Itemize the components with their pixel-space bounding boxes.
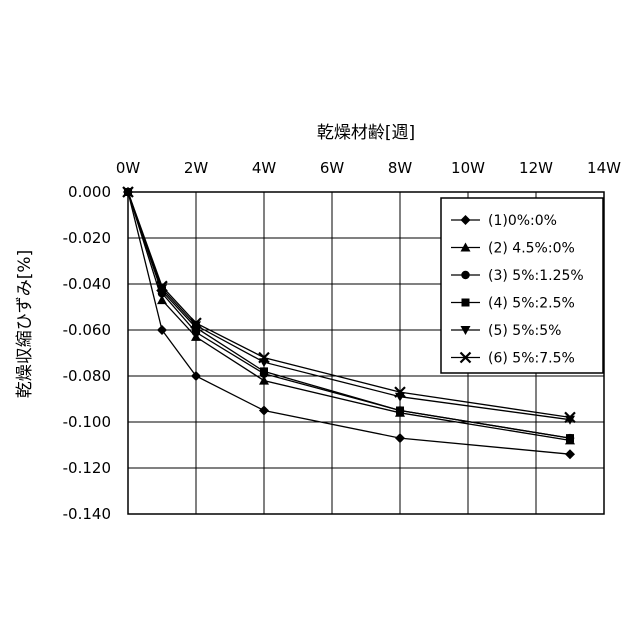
x-tick-label: 8W (388, 159, 413, 177)
y-tick-label: 0.000 (68, 183, 111, 201)
data-point (260, 367, 268, 375)
legend-label: (2) 4.5%:0% (488, 241, 575, 257)
x-axis-title: 乾燥材齢[週] (317, 123, 415, 143)
legend-label: (3) 5%:1.25% (488, 268, 584, 284)
x-tick-label: 14W (587, 159, 621, 177)
legend-label: (6) 5%:7.5% (488, 351, 575, 367)
y-tick-label: -0.040 (63, 275, 111, 293)
y-tick-label: -0.080 (63, 367, 111, 385)
legend: (1)0%:0% (2) 4.5%:0% (3) 5%:1.25% (4) 5%:2.… (441, 198, 603, 373)
x-tick-label: 6W (320, 159, 345, 177)
x-tick-labels: 0W 2W 4W 6W 8W 10W 12W 14W (116, 159, 621, 177)
legend-label: (4) 5%:2.5% (488, 296, 575, 312)
data-point (565, 449, 575, 459)
legend-label: (5) 5%:5% (488, 323, 561, 339)
y-axis-title: 乾燥収縮ひずみ[%] (15, 250, 35, 398)
y-tick-labels: 0.000 -0.020 -0.040 -0.060 -0.080 -0.100 -0.12… (63, 183, 111, 523)
x-tick-label: 4W (252, 159, 277, 177)
legend-label: (1)0%:0% (488, 213, 557, 229)
y-tick-label: -0.140 (63, 505, 111, 523)
x-tick-label: 12W (519, 159, 553, 177)
data-point (395, 433, 405, 443)
data-point (461, 271, 470, 280)
y-tick-label: -0.100 (63, 413, 111, 431)
y-tick-label: -0.120 (63, 459, 111, 477)
data-point (566, 434, 574, 442)
x-tick-label: 10W (451, 159, 485, 177)
data-point (191, 371, 201, 381)
data-point (157, 325, 167, 335)
data-point (259, 406, 269, 416)
x-tick-label: 2W (184, 159, 209, 177)
y-tick-label: -0.060 (63, 321, 111, 339)
data-point (396, 407, 404, 415)
y-tick-label: -0.020 (63, 229, 111, 247)
data-point (462, 299, 470, 307)
x-tick-label: 0W (116, 159, 141, 177)
